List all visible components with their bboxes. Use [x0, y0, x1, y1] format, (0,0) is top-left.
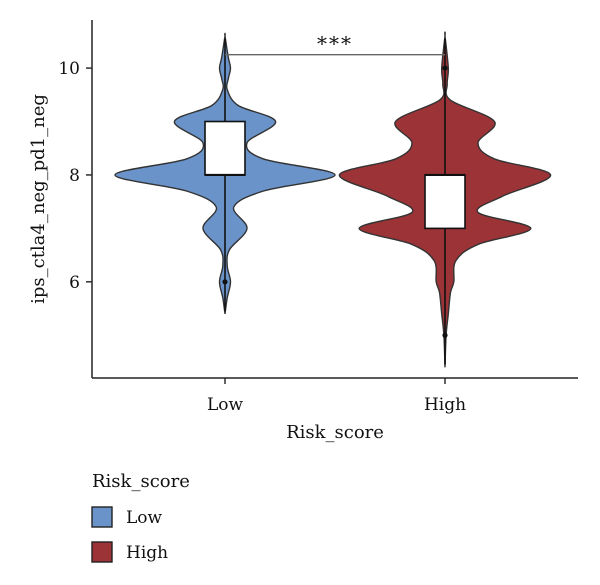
- legend-label-high: High: [126, 543, 168, 563]
- y-axis-title: ips_ctla4_neg_pd1_neg: [28, 94, 49, 304]
- y-tick-label-6: 6: [69, 273, 80, 293]
- legend-swatch-high: [91, 541, 113, 563]
- box-high: [424, 174, 466, 230]
- legend-label-low: Low: [126, 508, 163, 528]
- outlier-low-0: [222, 279, 228, 285]
- box-low: [204, 120, 246, 176]
- x-tick-label-high: High: [424, 395, 466, 415]
- axes: [91, 20, 578, 379]
- plot-area: ***: [114, 31, 552, 368]
- legend: Risk_score Low High: [91, 471, 190, 563]
- x-tick-label-low: Low: [207, 395, 244, 415]
- outlier-high-1: [442, 65, 448, 71]
- y-tick-label-10: 10: [58, 59, 80, 79]
- legend-swatch-low: [91, 506, 113, 528]
- outlier-high-0: [442, 332, 448, 338]
- ticks: Low High 6 8 10: [58, 59, 466, 415]
- legend-title: Risk_score: [92, 471, 190, 492]
- x-axis-title: Risk_score: [286, 422, 384, 443]
- y-tick-label-8: 8: [69, 166, 80, 186]
- significance-label: ***: [317, 32, 353, 56]
